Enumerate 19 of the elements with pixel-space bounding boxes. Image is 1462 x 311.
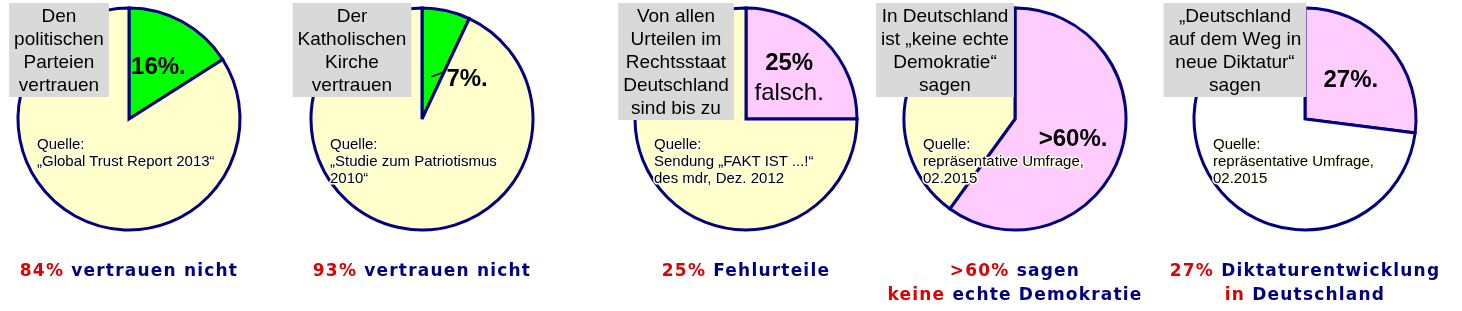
- text: „Deutschland auf dem Weg in neue Diktatur“ sagen: [1168, 5, 1302, 95]
- data-label: >60%.: [1038, 123, 1108, 151]
- text: Von allen Urteilen im Rechtsstaat Deutschland sind bis zu: [623, 5, 729, 118]
- text: 27% Diktaturentwicklung in Deutschland: [1169, 260, 1441, 304]
- data-label: 7%.: [446, 63, 488, 91]
- data-label: 25% falsch.: [754, 47, 824, 105]
- text: 93% vertrauen nicht: [312, 260, 532, 280]
- source-note: Quelle: „Studie zum Patriotismus 2010“: [330, 135, 497, 186]
- data-label: 16%.: [131, 51, 186, 79]
- data-label: 27%.: [1323, 64, 1379, 92]
- text: Der Katholischen Kirche vertrauen: [297, 5, 407, 95]
- source-note: Quelle: repräsentative Umfrage, 02.2015: [1213, 135, 1374, 186]
- text: In Deutschland ist „keine echte Demokratie“ sagen: [881, 5, 1009, 95]
- source-note: Quelle: Sendung „FAKT IST ...!“ des mdr, Dez. 2012: [654, 135, 814, 186]
- text: Den politischen Parteien vertrauen: [14, 5, 104, 95]
- text: 25% Fehlurteile: [661, 260, 831, 280]
- source-note: Quelle: „Global Trust Report 2013“: [37, 135, 215, 169]
- text: >60% sagen keine echte Demokratie: [887, 260, 1143, 304]
- text: 84% vertrauen nicht: [19, 260, 239, 280]
